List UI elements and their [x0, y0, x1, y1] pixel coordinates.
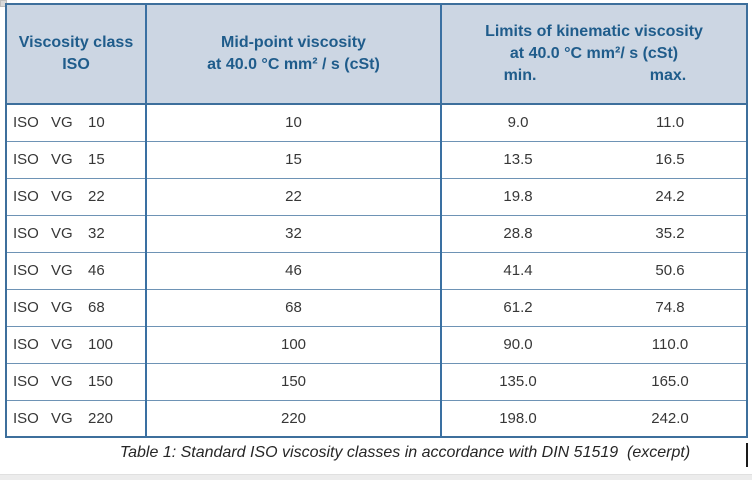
label-grade: VG	[51, 336, 73, 353]
label-grade: VG	[51, 151, 73, 168]
midpoint-cell: 10	[145, 103, 441, 141]
class-label-cell: ISO VG 220	[6, 399, 146, 437]
header-minmax-row: min. max.	[446, 65, 742, 87]
header-row: Viscosity class ISO Mid-point viscosity …	[6, 4, 748, 105]
label-number: 22	[88, 188, 105, 205]
table-row: ISO VG 220 220 198.0 242.0	[6, 399, 748, 437]
header-max-label: max.	[649, 67, 687, 85]
label-grade: VG	[51, 225, 73, 242]
class-label-cell: ISO VG 68	[6, 288, 146, 326]
label-std: ISO	[13, 299, 39, 316]
max-cell: 74.8	[594, 288, 748, 326]
label-number: 100	[88, 336, 114, 353]
label-grade: VG	[51, 299, 73, 316]
max-cell: 11.0	[594, 103, 748, 141]
max-cell: 35.2	[594, 214, 748, 252]
label-grade: VG	[51, 262, 73, 279]
label-number: 68	[88, 299, 105, 316]
class-label-cell: ISO VG 46	[6, 251, 146, 289]
max-cell: 110.0	[594, 325, 748, 363]
table-row: ISO VG 32 32 28.8 35.2	[6, 214, 748, 252]
midpoint-cell: 68	[145, 288, 441, 326]
class-label-cell: ISO VG 15	[6, 140, 146, 178]
label-std: ISO	[13, 188, 39, 205]
page-bottom-edge	[0, 474, 752, 480]
table-caption: Table 1: Standard ISO viscosity classes …	[119, 444, 691, 461]
header-limits-line2: at 40.0 °C mm²/ s (cSt)	[509, 44, 679, 62]
label-std: ISO	[13, 373, 39, 390]
label-number: 15	[88, 151, 105, 168]
table-row: ISO VG 100 100 90.0 110.0	[6, 325, 748, 363]
min-cell: 19.8	[440, 177, 594, 215]
label-std: ISO	[13, 409, 39, 427]
label-number: 46	[88, 262, 105, 279]
header-midpoint-line1: Mid-point viscosity	[221, 34, 366, 52]
header-limits-line1: Limits of kinematic viscosity	[485, 23, 703, 41]
max-cell: 242.0	[594, 399, 748, 437]
text-cursor	[746, 443, 748, 467]
table-row: ISO VG 150 150 135.0 165.0	[6, 362, 748, 400]
midpoint-cell: 46	[145, 251, 441, 289]
label-grade: VG	[51, 409, 73, 427]
header-midpoint-viscosity: Mid-point viscosity at 40.0 °C mm² / s (…	[145, 4, 441, 105]
label-std: ISO	[13, 336, 39, 353]
label-std: ISO	[13, 225, 39, 242]
class-label-cell: ISO VG 100	[6, 325, 146, 363]
min-cell: 28.8	[440, 214, 594, 252]
min-cell: 41.4	[440, 251, 594, 289]
label-number: 150	[88, 373, 114, 390]
label-number: 10	[88, 114, 105, 132]
label-std: ISO	[13, 262, 39, 279]
class-label-cell: ISO VG 22	[6, 177, 146, 215]
midpoint-cell: 150	[145, 362, 441, 400]
label-number: 220	[88, 409, 114, 427]
table-row: ISO VG 15 15 13.5 16.5	[6, 140, 748, 178]
header-midpoint-line2: at 40.0 °C mm² / s (cSt)	[207, 56, 380, 73]
min-cell: 198.0	[440, 399, 594, 437]
header-viscosity-class-line1: Viscosity class	[18, 34, 134, 52]
header-viscosity-class-line2: ISO	[62, 56, 90, 73]
midpoint-cell: 220	[145, 399, 441, 437]
class-label-cell: ISO VG 32	[6, 214, 146, 252]
label-grade: VG	[51, 373, 73, 390]
midpoint-cell: 22	[145, 177, 441, 215]
header-viscosity-class: Viscosity class ISO	[6, 4, 146, 105]
viscosity-table-container: Viscosity class ISO Mid-point viscosity …	[5, 3, 749, 438]
min-cell: 61.2	[440, 288, 594, 326]
label-number: 32	[88, 225, 105, 242]
label-std: ISO	[13, 151, 39, 168]
min-cell: 9.0	[440, 103, 594, 141]
min-cell: 135.0	[440, 362, 594, 400]
header-min-label: min.	[503, 67, 537, 85]
max-cell: 16.5	[594, 140, 748, 178]
min-cell: 13.5	[440, 140, 594, 178]
table-row: ISO VG 10 10 9.0 11.0	[6, 103, 748, 141]
max-cell: 165.0	[594, 362, 748, 400]
max-cell: 50.6	[594, 251, 748, 289]
label-std: ISO	[13, 114, 39, 132]
label-grade: VG	[51, 188, 73, 205]
iso-viscosity-table: Viscosity class ISO Mid-point viscosity …	[5, 3, 749, 438]
class-label-cell: ISO VG 10	[6, 103, 146, 141]
midpoint-cell: 100	[145, 325, 441, 363]
table-row: ISO VG 22 22 19.8 24.2	[6, 177, 748, 215]
label-grade: VG	[51, 114, 73, 132]
header-limits-kinematic: Limits of kinematic viscosity at 40.0 °C…	[439, 4, 748, 105]
class-label-cell: ISO VG 150	[6, 362, 146, 400]
max-cell: 24.2	[594, 177, 748, 215]
midpoint-cell: 15	[145, 140, 441, 178]
table-row: ISO VG 46 46 41.4 50.6	[6, 251, 748, 289]
min-cell: 90.0	[440, 325, 594, 363]
table-row: ISO VG 68 68 61.2 74.8	[6, 288, 748, 326]
midpoint-cell: 32	[145, 214, 441, 252]
